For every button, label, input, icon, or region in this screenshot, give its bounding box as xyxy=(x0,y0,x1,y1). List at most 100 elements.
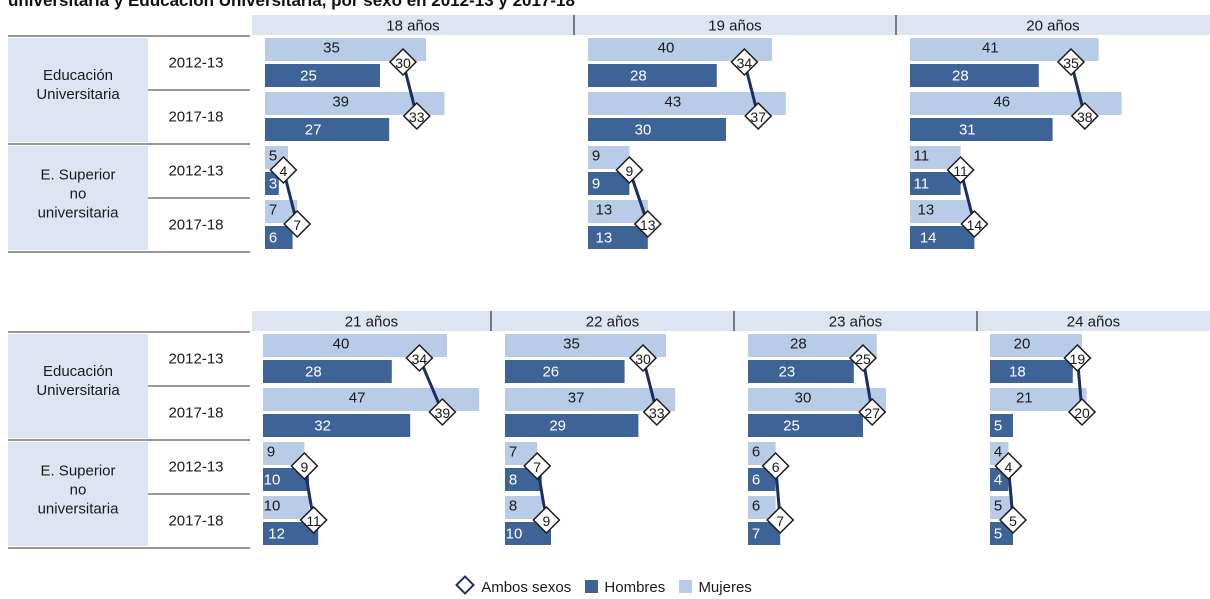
label-mujeres: 7 xyxy=(509,444,517,461)
bar-hombres xyxy=(588,172,630,195)
marker-ambos xyxy=(523,451,552,481)
legend-label-ambos: Ambos sexos xyxy=(481,579,572,597)
label-mujeres: 13 xyxy=(918,202,935,219)
bar-hombres xyxy=(265,118,390,141)
marker-ambos xyxy=(766,505,795,535)
label-mujeres: 7 xyxy=(269,202,277,219)
bar-hombres xyxy=(910,226,975,249)
marker-ambos xyxy=(998,505,1028,535)
legend-swatch-mujeres xyxy=(679,579,693,593)
bar-hombres xyxy=(265,64,380,87)
label-mujeres: 39 xyxy=(332,94,349,111)
label-hombres: 4 xyxy=(994,472,1002,489)
row-group-label: universitaria xyxy=(38,205,120,222)
label-ambos: 20 xyxy=(1074,405,1090,421)
marker-ambos xyxy=(388,47,418,77)
bar-mujeres xyxy=(748,388,886,411)
bar-hombres xyxy=(910,118,1053,141)
label-ambos: 4 xyxy=(1005,459,1013,475)
row-group-label: Universitaria xyxy=(36,382,120,399)
marker-ambos xyxy=(744,101,773,131)
label-mujeres: 30 xyxy=(795,390,812,407)
bar-hombres xyxy=(265,226,293,249)
bar-hombres xyxy=(263,414,411,437)
label-ambos: 33 xyxy=(409,109,425,125)
bar-mujeres xyxy=(505,388,676,411)
bar-mujeres xyxy=(910,200,970,223)
bar-mujeres xyxy=(505,334,666,357)
row-year-label: 2017-18 xyxy=(168,217,223,234)
label-ambos: 30 xyxy=(635,351,651,367)
legend: Ambos sexos Hombres Mujeres xyxy=(0,575,1210,597)
panel-title: 19 años xyxy=(708,18,761,35)
marker-ambos xyxy=(633,209,662,239)
label-hombres: 10 xyxy=(264,472,281,489)
chart-title: universitaria y Educación Universitaria,… xyxy=(8,0,575,10)
label-mujeres: 5 xyxy=(269,148,277,165)
legend-item-mujeres: Mujeres xyxy=(679,579,752,596)
marker-ambos xyxy=(299,505,328,535)
bar-mujeres xyxy=(588,38,772,61)
panel-title: 20 años xyxy=(1026,18,1079,35)
label-mujeres: 6 xyxy=(752,444,760,461)
label-ambos: 9 xyxy=(626,163,634,179)
label-mujeres: 35 xyxy=(323,40,340,57)
bar-hombres xyxy=(910,172,961,195)
panel-header-bg xyxy=(252,15,1210,35)
bar-hombres xyxy=(588,64,717,87)
marker-ambos xyxy=(730,47,759,77)
row-year-label: 2017-18 xyxy=(168,513,223,530)
legend-item-ambos: Ambos sexos xyxy=(455,575,572,597)
label-hombres: 11 xyxy=(914,176,930,193)
label-mujeres: 40 xyxy=(333,336,350,353)
bar-mujeres xyxy=(263,334,447,357)
label-mujeres: 47 xyxy=(349,390,366,407)
label-ambos: 6 xyxy=(772,459,780,475)
bar-hombres xyxy=(990,414,1013,437)
label-ambos: 4 xyxy=(280,163,288,179)
row-year-label: 2012-13 xyxy=(168,351,223,368)
marker-ambos xyxy=(532,505,561,535)
row-group-label: Educación xyxy=(43,363,113,380)
label-mujeres: 6 xyxy=(752,498,760,515)
label-ambos: 11 xyxy=(953,163,968,179)
bar-hombres xyxy=(263,522,319,545)
label-ambos: 30 xyxy=(395,55,411,71)
label-hombres: 12 xyxy=(268,526,285,543)
label-mujeres: 9 xyxy=(592,148,600,165)
bar-hombres xyxy=(748,414,863,437)
marker-ambos xyxy=(1070,101,1099,131)
label-mujeres: 41 xyxy=(982,40,999,57)
label-hombres: 28 xyxy=(630,68,647,85)
label-mujeres: 5 xyxy=(994,498,1002,515)
label-mujeres: 9 xyxy=(267,444,275,461)
bar-hombres xyxy=(505,522,551,545)
label-ambos: 19 xyxy=(1070,351,1086,367)
label-hombres: 9 xyxy=(592,176,600,193)
label-ambos: 39 xyxy=(435,405,451,421)
bar-hombres xyxy=(588,226,648,249)
bar-hombres xyxy=(748,522,781,545)
label-hombres: 13 xyxy=(596,230,613,247)
label-mujeres: 28 xyxy=(790,336,807,353)
label-ambos: 7 xyxy=(776,513,784,529)
marker-ambos xyxy=(642,397,671,427)
chart-canvas: Educación Universitaria 2012-13 2017-18 E. S… xyxy=(8,15,1210,549)
bar-hombres xyxy=(265,172,279,195)
label-ambos: 27 xyxy=(864,405,880,421)
label-mujeres: 21 xyxy=(1016,390,1033,407)
label-mujeres: 40 xyxy=(658,40,675,57)
label-mujeres: 10 xyxy=(264,498,281,515)
bar-hombres xyxy=(748,468,776,491)
label-mujeres: 43 xyxy=(665,94,682,111)
legend-swatch-hombres xyxy=(585,579,599,593)
label-mujeres: 4 xyxy=(994,444,1002,461)
bar-mujeres xyxy=(910,38,1099,61)
label-ambos: 34 xyxy=(737,55,753,71)
label-hombres: 30 xyxy=(635,122,652,139)
label-hombres: 32 xyxy=(314,418,331,435)
marker-ambos xyxy=(1056,47,1086,77)
bar-hombres xyxy=(505,414,639,437)
label-ambos: 9 xyxy=(543,513,551,529)
marker-ambos xyxy=(615,155,644,185)
